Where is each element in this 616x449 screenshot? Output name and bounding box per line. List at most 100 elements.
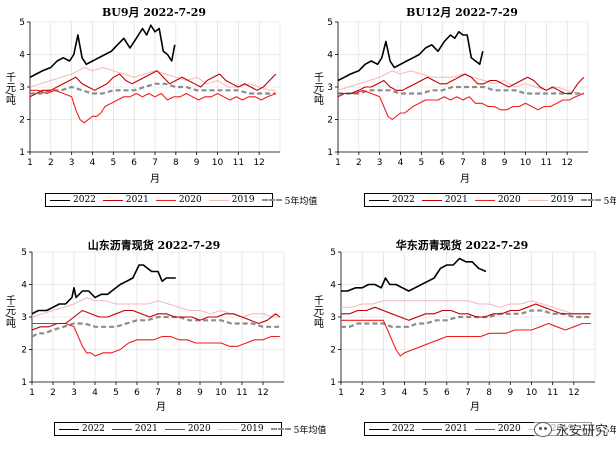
chart-title: 华东沥青现货 2022-7-29 <box>395 239 529 252</box>
legend-item: 2022 <box>50 195 96 205</box>
series-line-2019 <box>29 67 276 91</box>
x-tick-label: 8 <box>486 388 492 398</box>
x-tick-label: 1 <box>27 158 33 168</box>
series-line-5年均值 <box>30 82 276 95</box>
legend-label: 5年均值 <box>293 425 327 436</box>
series-line-2022 <box>341 257 487 292</box>
legend-swatch <box>421 199 442 201</box>
x-axis-label: 月 <box>470 402 480 413</box>
legend-swatch <box>474 199 495 201</box>
x-tick-label: 3 <box>380 388 386 398</box>
legend-label: 2019 <box>231 195 255 205</box>
x-tick-label: 4 <box>92 388 98 398</box>
x-tick-label: 7 <box>155 388 161 398</box>
x-axis-label: 月 <box>156 402 166 413</box>
x-tick-label: 9 <box>197 388 203 398</box>
legend-item: 2019 <box>217 424 264 434</box>
series-line-5年均值 <box>31 315 280 338</box>
legend-item: 2019 <box>527 195 574 205</box>
y-tick-label: 1 <box>330 378 336 388</box>
legend-item: 2020 <box>155 195 202 205</box>
legend-label: 2022 <box>73 195 96 205</box>
y-tick-label: 3 <box>330 313 336 323</box>
legend-swatch <box>261 199 282 201</box>
x-tick-label: 6 <box>439 158 445 168</box>
y-tick-label: 1 <box>21 378 27 388</box>
legend-swatch <box>59 428 79 430</box>
legend-label: 2021 <box>444 424 468 434</box>
x-tick-label: 6 <box>131 158 137 168</box>
x-tick-label: 7 <box>465 388 471 398</box>
y-tick-label: 1 <box>327 148 333 158</box>
x-tick-label: 12 <box>253 158 264 168</box>
watermark-text: 永安研究 <box>555 424 608 439</box>
y-axis-label-text: 千元/吨 <box>311 72 323 106</box>
x-tick-label: 2 <box>48 158 54 168</box>
legend-item: 2022 <box>59 424 105 434</box>
legend-item: 2021 <box>421 424 468 434</box>
x-tick-label: 5 <box>418 158 424 168</box>
y-tick-label: 3 <box>327 83 333 93</box>
legend-swatch <box>208 199 229 201</box>
chart-panel-bu9: BU9月 2022-7-29 千元/吨 1 2 3 4 5 1 2 3 4 5 6 7 8 9 10 11 12… <box>0 0 317 224</box>
legend-item: 2022 <box>369 424 415 434</box>
chart-title: BU12月 2022-7-29 <box>406 6 518 19</box>
x-tick-label: 8 <box>481 158 487 168</box>
legend-label: 5年均值 <box>284 196 318 207</box>
legend-swatch <box>270 428 291 430</box>
y-axis-label-text: 千元/吨 <box>3 72 15 106</box>
legend-swatch <box>580 199 601 201</box>
legend-label: 5年均值 <box>604 425 616 436</box>
legend-swatch <box>421 428 442 430</box>
y-tick-label: 3 <box>19 83 25 93</box>
legend-item: 5年均值 <box>261 194 318 207</box>
x-tick-label: 2 <box>356 158 362 168</box>
x-tick-label: 10 <box>215 388 227 398</box>
x-axis-label: 月 <box>460 174 470 185</box>
series-line-2020 <box>30 89 277 124</box>
legend-item: 5年均值 <box>580 194 616 207</box>
y-tick-label: 5 <box>21 248 27 258</box>
series-line-2020 <box>341 319 591 357</box>
x-tick-label: 2 <box>50 388 56 398</box>
legend-swatch <box>369 199 389 201</box>
legend-label: 2022 <box>392 195 415 205</box>
legend-swatch <box>155 199 176 201</box>
x-tick-label: 11 <box>236 388 247 398</box>
x-axis-label: 月 <box>150 174 160 185</box>
legend-label: 2021 <box>125 195 149 205</box>
series-line-5年均值 <box>341 309 591 328</box>
x-tick-label: 6 <box>134 388 140 398</box>
legend-item: 2020 <box>474 195 521 205</box>
x-tick-label: 3 <box>377 158 383 168</box>
y-tick-label: 3 <box>21 313 27 323</box>
series-line-2022 <box>31 264 176 315</box>
x-tick-label: 11 <box>541 158 552 168</box>
legend-label: 2020 <box>187 424 211 434</box>
legend-swatch <box>217 428 238 430</box>
wechat-icon <box>533 422 552 437</box>
watermark: 永安研究 <box>533 420 608 439</box>
x-tick-label: 1 <box>338 388 344 398</box>
legend-item: 2020 <box>474 424 521 434</box>
y-tick-label: 2 <box>327 116 333 126</box>
x-tick-label: 11 <box>233 158 244 168</box>
series-line-2021 <box>29 70 277 98</box>
series-line-2021 <box>337 73 585 98</box>
y-tick-label: 4 <box>21 281 27 291</box>
x-tick-label: 5 <box>113 388 119 398</box>
x-tick-label: 3 <box>69 158 75 168</box>
x-tick-label: 7 <box>460 158 466 168</box>
legend: 2022 2021 2020 2019 5年均值 <box>45 193 317 207</box>
x-tick-label: 3 <box>71 388 77 398</box>
x-tick-label: 5 <box>423 388 429 398</box>
series-line-2020 <box>32 322 280 357</box>
y-tick-label: 4 <box>19 51 25 61</box>
legend-item: 2022 <box>369 195 415 205</box>
x-tick-label: 8 <box>176 388 182 398</box>
y-tick-label: 2 <box>21 346 27 356</box>
y-tick-label: 2 <box>330 346 336 356</box>
